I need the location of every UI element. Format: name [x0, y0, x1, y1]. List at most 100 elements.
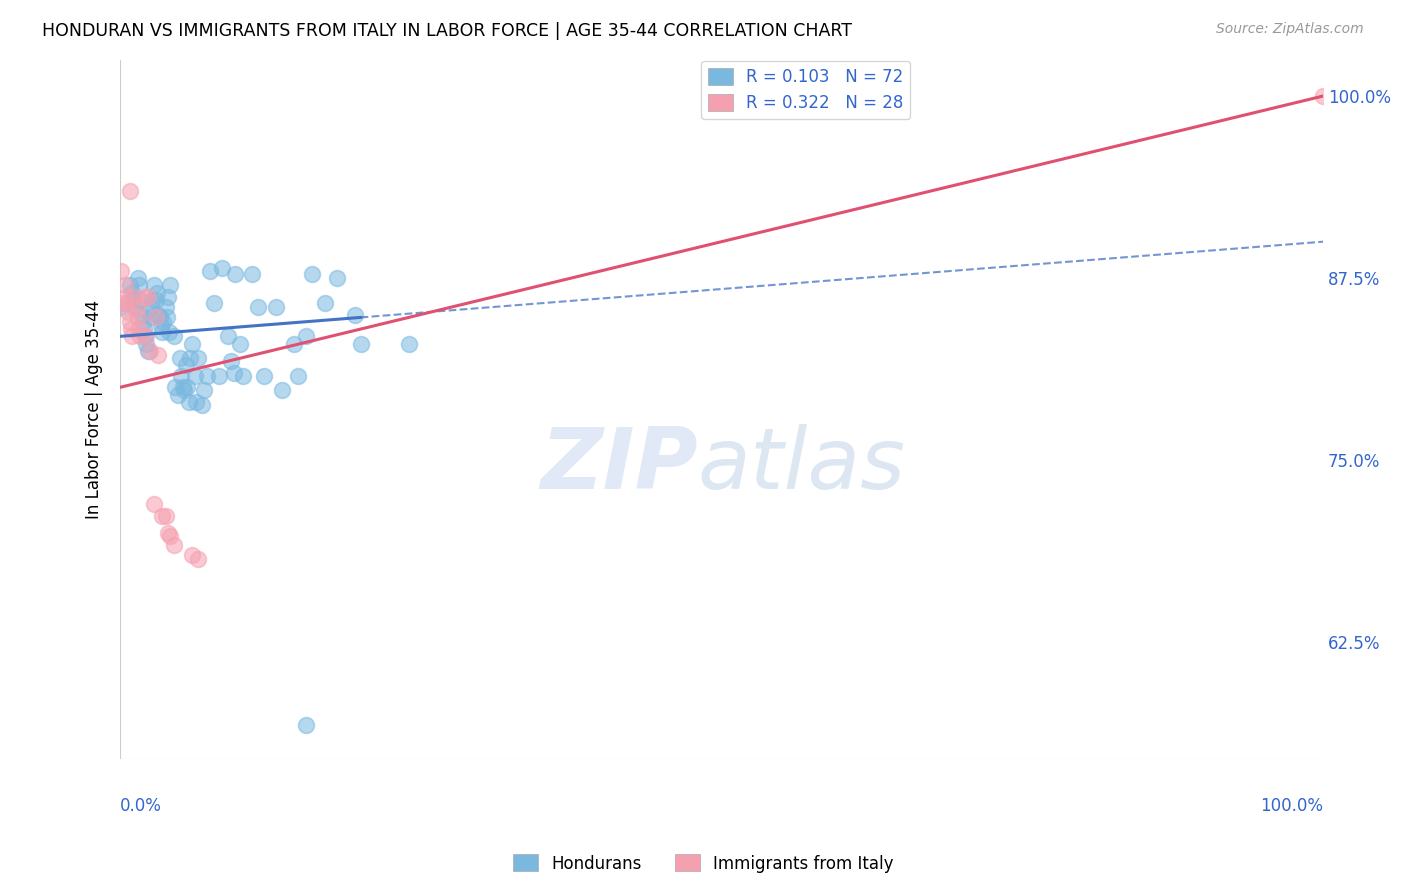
- Point: [174, 359, 197, 373]
- Point: [110, 300, 132, 314]
- Point: [110, 264, 132, 278]
- Point: [142, 497, 165, 511]
- Point: [187, 552, 209, 566]
- Point: [287, 368, 309, 383]
- Point: [183, 368, 205, 383]
- Point: [121, 329, 143, 343]
- Point: [229, 336, 252, 351]
- Point: [166, 387, 188, 401]
- Point: [132, 290, 155, 304]
- Point: [253, 368, 276, 383]
- Point: [224, 267, 246, 281]
- Point: [118, 278, 141, 293]
- Point: [141, 310, 163, 325]
- Legend: R = 0.103   N = 72, R = 0.322   N = 28: R = 0.103 N = 72, R = 0.322 N = 28: [702, 61, 910, 119]
- Legend: Hondurans, Immigrants from Italy: Hondurans, Immigrants from Italy: [506, 847, 900, 880]
- Point: [136, 290, 159, 304]
- Point: [122, 293, 145, 307]
- Point: [117, 304, 139, 318]
- Point: [129, 329, 152, 343]
- Point: [184, 395, 207, 409]
- Point: [118, 184, 141, 198]
- Point: [176, 380, 198, 394]
- Point: [163, 329, 186, 343]
- Point: [120, 322, 142, 336]
- Point: [132, 322, 155, 336]
- Point: [157, 290, 180, 304]
- Point: [232, 368, 254, 383]
- Point: [179, 351, 201, 366]
- Point: [177, 395, 200, 409]
- Point: [150, 325, 173, 339]
- Point: [343, 308, 366, 322]
- Point: [124, 300, 146, 314]
- Point: [129, 293, 152, 307]
- Point: [169, 351, 191, 366]
- Point: [295, 329, 318, 343]
- Point: [146, 285, 169, 300]
- Point: [128, 278, 150, 293]
- Point: [118, 315, 141, 329]
- Point: [219, 354, 242, 368]
- Point: [115, 290, 138, 304]
- Point: [136, 343, 159, 358]
- Point: [132, 315, 155, 329]
- Point: [145, 293, 167, 307]
- Point: [200, 264, 222, 278]
- Point: [142, 278, 165, 293]
- Point: [224, 366, 246, 380]
- Point: [165, 380, 187, 394]
- Point: [193, 384, 215, 398]
- Point: [149, 319, 172, 334]
- Text: 100.0%: 100.0%: [1260, 797, 1323, 815]
- Text: HONDURAN VS IMMIGRANTS FROM ITALY IN LABOR FORCE | AGE 35-44 CORRELATION CHART: HONDURAN VS IMMIGRANTS FROM ITALY IN LAB…: [42, 22, 852, 40]
- Point: [398, 336, 420, 351]
- Point: [152, 315, 174, 329]
- Text: ZIP: ZIP: [540, 424, 697, 507]
- Point: [187, 351, 209, 366]
- Point: [127, 271, 149, 285]
- Point: [283, 336, 305, 351]
- Point: [139, 343, 162, 358]
- Point: [141, 293, 163, 307]
- Point: [157, 325, 180, 339]
- Point: [131, 308, 153, 322]
- Point: [128, 322, 150, 336]
- Point: [145, 310, 167, 325]
- Point: [301, 267, 323, 281]
- Point: [266, 300, 288, 314]
- Point: [202, 296, 225, 310]
- Point: [271, 384, 294, 398]
- Point: [314, 296, 336, 310]
- Point: [217, 329, 239, 343]
- Point: [111, 296, 134, 310]
- Point: [124, 290, 146, 304]
- Point: [159, 278, 181, 293]
- Point: [173, 384, 195, 398]
- Point: [148, 308, 170, 322]
- Point: [155, 300, 177, 314]
- Point: [195, 368, 218, 383]
- Point: [155, 508, 177, 523]
- Point: [211, 260, 233, 275]
- Y-axis label: In Labor Force | Age 35-44: In Labor Force | Age 35-44: [86, 300, 103, 519]
- Point: [207, 368, 229, 383]
- Point: [157, 526, 180, 541]
- Point: [150, 508, 173, 523]
- Point: [148, 348, 170, 362]
- Point: [114, 278, 136, 293]
- Point: [121, 285, 143, 300]
- Point: [172, 380, 194, 394]
- Point: [247, 300, 270, 314]
- Point: [115, 296, 138, 310]
- Point: [156, 310, 179, 325]
- Point: [349, 336, 371, 351]
- Point: [191, 398, 214, 412]
- Point: [325, 271, 347, 285]
- Point: [134, 329, 156, 343]
- Point: [181, 336, 204, 351]
- Point: [159, 529, 181, 543]
- Point: [135, 336, 157, 351]
- Point: [1312, 89, 1334, 103]
- Text: 0.0%: 0.0%: [120, 797, 162, 815]
